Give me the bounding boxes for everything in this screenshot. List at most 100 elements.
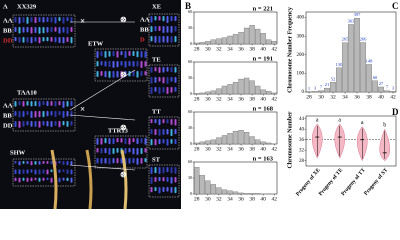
value-label: 52: [331, 76, 336, 81]
chromosome: [162, 187, 165, 192]
chromosome: [150, 129, 153, 135]
chromosome: [42, 169, 45, 174]
wheat-spike: [85, 149, 93, 209]
chromosome: [14, 27, 17, 32]
group-box: [12, 98, 76, 132]
chromosome: [170, 187, 173, 193]
chromosome: [30, 37, 33, 44]
arrow: [69, 114, 136, 121]
chromosome: [170, 87, 173, 93]
bar: [390, 91, 396, 93]
x-tick-label: 40: [378, 94, 384, 100]
chromosome: [34, 111, 37, 118]
chromosome: [144, 51, 147, 58]
y-tick-label: 0: [190, 141, 192, 146]
bar: [194, 167, 200, 195]
y-tick-label: 32: [299, 148, 305, 153]
chromosome: [158, 87, 161, 94]
chromosome: [140, 158, 143, 164]
bar: [249, 193, 255, 195]
chromosome: [174, 16, 177, 22]
chromosome: [46, 27, 49, 33]
chromosome: [136, 51, 139, 58]
label: AA: [3, 17, 13, 24]
chromosome: [154, 187, 157, 192]
x-tick-label: 34: [227, 146, 233, 152]
value-label: 21: [325, 82, 330, 87]
bar: [255, 28, 261, 45]
chromosome: [150, 16, 153, 23]
chromosome: [162, 87, 165, 93]
bar: [232, 34, 239, 45]
y-tick-label: 60: [188, 59, 192, 64]
chromosome: [70, 37, 73, 44]
x-tick-label: 40: [260, 46, 266, 52]
chromosome: [108, 61, 111, 68]
chromosome: [70, 169, 73, 175]
chromosome: [38, 121, 41, 128]
chromosome: [42, 111, 45, 118]
chromosome: [112, 71, 115, 78]
y-tick-label: 30: [188, 75, 192, 80]
chromosome: [158, 177, 161, 182]
bar: [266, 142, 272, 145]
chromosome: [50, 111, 53, 116]
chromosome: [140, 148, 143, 154]
figure: A XX329 AA BB DD ETW TAA10 AA BB DD TTR1…: [0, 0, 399, 209]
chromosome: [26, 161, 29, 165]
value-label: 1: [308, 86, 310, 91]
chromosome: [128, 158, 131, 164]
chromosome: [170, 67, 173, 73]
chromosome: [26, 37, 29, 43]
x-tick-label: 34: [227, 46, 233, 52]
label: TTR13: [108, 127, 129, 134]
chromosome: [166, 119, 169, 124]
chromosome: [166, 139, 169, 146]
chromosome: [22, 27, 25, 33]
bar: [243, 27, 250, 45]
chromosome: [154, 67, 157, 72]
chromosome: [136, 158, 139, 165]
chromosome: [38, 37, 41, 44]
chromosome: [46, 37, 49, 42]
bar: [194, 93, 200, 95]
chromosome: [170, 16, 173, 22]
chromosome: [62, 111, 65, 118]
value-label: 265: [342, 37, 350, 42]
label: BB: [3, 27, 12, 34]
chromosome: [170, 129, 173, 136]
chromosome: [104, 158, 107, 164]
chromosome: [174, 36, 177, 43]
group-box: [148, 64, 180, 98]
chromosome: [124, 51, 127, 58]
bar: [216, 88, 222, 95]
chromosome: [46, 161, 49, 164]
chromosome: [158, 187, 161, 194]
selfing-symbol: ⊗: [120, 123, 127, 132]
chromosome: [154, 167, 157, 174]
x-tick-label: 42: [390, 94, 396, 100]
chromosome: [100, 158, 103, 164]
selfing-symbol: ⊗: [120, 15, 127, 24]
chromosome: [30, 121, 33, 127]
chromosome: [50, 17, 53, 23]
bar: [205, 91, 211, 95]
chromosome: [70, 161, 73, 166]
chromosome: [46, 169, 49, 175]
chromosome: [120, 51, 123, 56]
chromosome: [38, 17, 41, 23]
chromosome: [174, 119, 177, 126]
chromosome: [100, 51, 103, 57]
chromosome: [34, 177, 37, 181]
chromosome: [96, 158, 99, 164]
label: TT: [152, 108, 161, 115]
chromosome: [38, 161, 41, 165]
chromosome: [14, 101, 17, 107]
chromosome: [166, 87, 169, 94]
bar: [210, 184, 216, 195]
chromosome: [58, 161, 61, 164]
chromosome: [30, 101, 33, 107]
x-tick-label: 40: [260, 196, 266, 202]
chromosome: [42, 101, 45, 106]
chromosome: [18, 121, 21, 128]
